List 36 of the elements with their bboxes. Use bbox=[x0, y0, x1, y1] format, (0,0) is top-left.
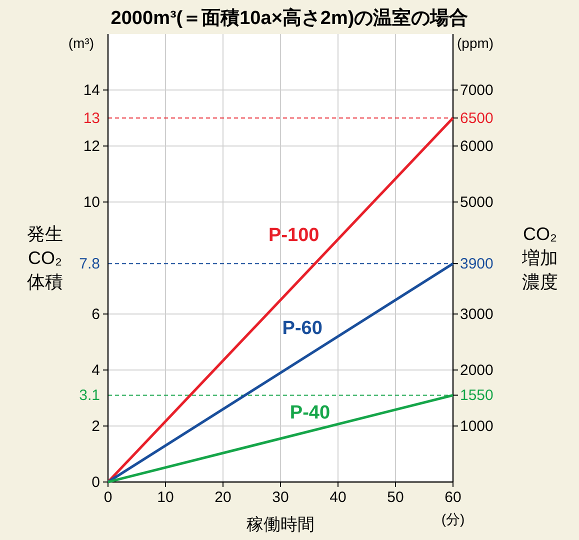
y-tick-label: 10 bbox=[83, 194, 100, 211]
y2-tick-label: 3900 bbox=[460, 256, 494, 273]
y2-tick-label: 3000 bbox=[460, 306, 494, 323]
series-label: P-60 bbox=[282, 318, 322, 340]
y-tick-label: 6 bbox=[92, 306, 100, 323]
ref-line-label: 13 bbox=[83, 110, 100, 127]
y2-tick-label: 7000 bbox=[460, 82, 494, 99]
x-tick-label: 30 bbox=[272, 489, 289, 506]
text: (ppm) bbox=[457, 35, 494, 51]
x-tick-label: 20 bbox=[214, 489, 232, 506]
series-label: P-40 bbox=[290, 402, 330, 424]
y2-tick-label: 6500 bbox=[460, 110, 494, 127]
x-axis-title: 稼働時間 bbox=[246, 515, 314, 534]
y-tick-label: 14 bbox=[83, 82, 100, 99]
series-label: P-100 bbox=[268, 224, 320, 246]
y2-tick-label: 1000 bbox=[460, 418, 494, 435]
x-tick-label: 50 bbox=[387, 489, 404, 506]
y-axis-title: 発生CO₂体積 bbox=[27, 224, 63, 292]
y2-axis-title: CO₂増加濃度 bbox=[521, 224, 558, 292]
x-tick-label: 60 bbox=[444, 489, 462, 506]
text: (分) bbox=[441, 511, 465, 527]
y-tick-label: 2 bbox=[92, 418, 100, 435]
x-tick-label: 40 bbox=[330, 489, 346, 506]
ref-line-label: 7.8 bbox=[79, 256, 100, 273]
y2-tick-label: 1550 bbox=[460, 387, 494, 404]
ref-line-label: 3.1 bbox=[79, 387, 100, 404]
y-tick-label: 12 bbox=[83, 138, 100, 155]
y2-tick-label: 2000 bbox=[460, 362, 494, 379]
y-tick-label: 0 bbox=[92, 474, 100, 491]
x-tick-label: 10 bbox=[157, 489, 174, 506]
x-tick-label: 0 bbox=[104, 489, 112, 506]
y2-tick-label: 5000 bbox=[460, 194, 494, 211]
y2-tick-label: 6000 bbox=[460, 138, 494, 155]
text: (m³) bbox=[68, 35, 94, 51]
chart-title: 2000m³(＝面積10a×高さ2m)の温室の場合 bbox=[110, 7, 468, 29]
y-tick-label: 4 bbox=[92, 362, 100, 379]
